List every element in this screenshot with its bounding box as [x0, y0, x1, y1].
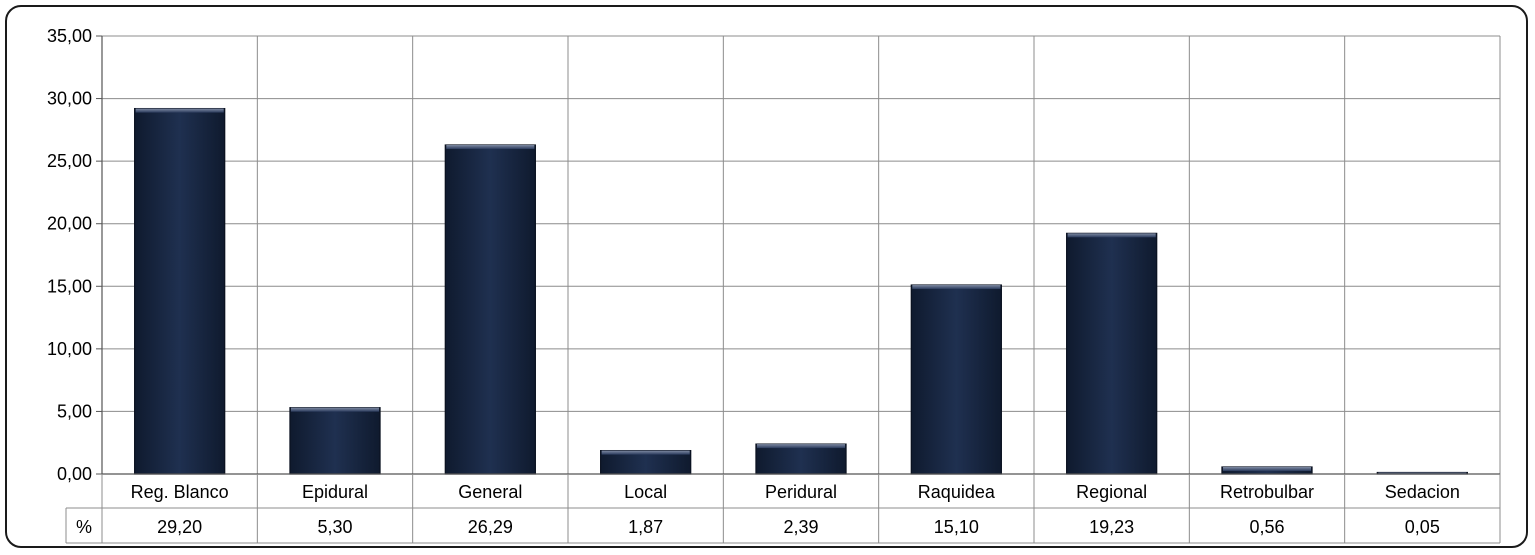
bar: [444, 144, 536, 475]
bar-highlight: [601, 450, 690, 455]
y-tick-label: 35,00: [47, 26, 92, 46]
category-label: Sedacion: [1385, 482, 1460, 502]
value-label: 1,87: [628, 517, 663, 537]
bar-highlight: [135, 108, 224, 113]
category-label: Local: [624, 482, 667, 502]
value-label: 29,20: [157, 517, 202, 537]
data-table: % Reg. Blanco 29,20 Epidural 5,30 General 26,2…: [65, 474, 1501, 544]
category-label: Epidural: [302, 482, 368, 502]
bar-highlight: [290, 407, 380, 412]
bar: [134, 107, 226, 475]
category-label: Peridural: [765, 482, 837, 502]
category-label: Regional: [1076, 482, 1147, 502]
y-tick-label: 15,00: [47, 276, 92, 296]
bar-highlight: [446, 144, 535, 149]
value-label: 5,30: [317, 517, 352, 537]
category-label: Reg. Blanco: [131, 482, 229, 502]
y-tick-label: 10,00: [47, 339, 92, 359]
axes: 0,00 5,00 10,00 15,00 20,00 25,00 30,00 35,00: [47, 26, 1500, 484]
bar-highlight: [1222, 466, 1312, 471]
category-label: Raquidea: [918, 482, 996, 502]
bar: [289, 407, 381, 475]
category-label: General: [458, 482, 522, 502]
bars: [134, 107, 1468, 475]
value-label: 26,29: [468, 517, 513, 537]
y-tick-label: 0,00: [57, 464, 92, 484]
series-label: %: [76, 517, 92, 537]
bar-highlight: [756, 444, 846, 449]
bar: [755, 443, 847, 475]
y-tick-label: 5,00: [57, 401, 92, 421]
y-tick-label: 20,00: [47, 214, 92, 234]
bar: [1066, 232, 1158, 475]
value-label: 2,39: [783, 517, 818, 537]
bar-highlight: [1378, 472, 1467, 474]
value-label: 15,10: [934, 517, 979, 537]
category-label: Retrobulbar: [1220, 482, 1314, 502]
y-tick-label: 30,00: [47, 89, 92, 109]
value-label: 0,05: [1405, 517, 1440, 537]
value-label: 19,23: [1089, 517, 1134, 537]
bar-highlight: [1067, 233, 1156, 238]
bar: [910, 284, 1002, 475]
y-tick-label: 25,00: [47, 151, 92, 171]
bar-highlight: [912, 285, 1001, 290]
value-label: 0,56: [1249, 517, 1284, 537]
